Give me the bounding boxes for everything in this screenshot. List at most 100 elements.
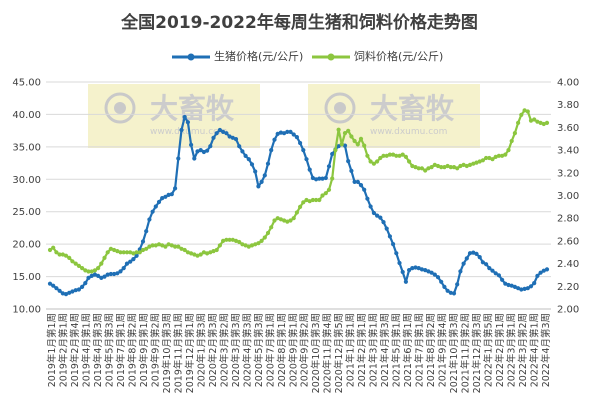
data-point — [519, 112, 524, 117]
x-tick-label: 2019年2月第1周 — [58, 313, 70, 387]
x-tick-label: 2022年2月第1周 — [494, 313, 506, 387]
data-point — [416, 266, 421, 271]
data-point — [490, 268, 495, 273]
data-point — [243, 153, 248, 158]
data-point — [54, 250, 59, 255]
data-point — [253, 169, 258, 174]
x-tick-label: 2020年9月第1周 — [287, 313, 299, 387]
data-point — [474, 160, 479, 165]
y-right-tick-label: 3.40 — [557, 146, 579, 157]
data-point — [358, 183, 364, 188]
data-point — [349, 134, 354, 139]
y-right-tick-label: 2.40 — [557, 259, 579, 270]
data-point — [326, 187, 332, 192]
data-point — [262, 173, 267, 178]
data-point — [423, 268, 428, 273]
legend-swatch-icon — [172, 53, 210, 61]
x-tick-label: 2022年3月第2周 — [517, 313, 529, 387]
x-tick-label: 2022年4月第1周 — [528, 313, 540, 387]
data-point — [509, 138, 514, 144]
data-point — [538, 120, 543, 125]
data-point — [102, 255, 107, 260]
data-point — [105, 250, 110, 255]
data-point — [410, 266, 415, 271]
data-point — [480, 260, 485, 265]
data-point — [112, 247, 117, 253]
data-point — [63, 292, 69, 297]
data-point — [182, 247, 187, 253]
data-point — [355, 142, 360, 147]
data-point — [272, 137, 277, 142]
series-hog-price — [47, 114, 550, 297]
data-point — [205, 148, 210, 153]
data-point — [227, 237, 232, 242]
data-point — [310, 197, 315, 203]
data-point — [179, 127, 184, 133]
data-point — [169, 243, 174, 248]
data-point — [525, 286, 530, 291]
data-point — [298, 140, 303, 146]
data-point — [169, 192, 174, 197]
data-point — [442, 284, 447, 289]
data-point — [240, 149, 245, 154]
y-left-tick-label: 20.00 — [12, 240, 41, 251]
data-point — [487, 155, 492, 161]
data-point — [233, 137, 239, 142]
x-tick-label: 2019年9月第1周 — [138, 313, 150, 387]
data-point — [336, 127, 341, 132]
data-point — [503, 281, 508, 286]
data-point — [192, 252, 197, 257]
data-point — [375, 159, 380, 164]
data-point — [400, 269, 405, 275]
data-point — [538, 270, 543, 275]
data-point — [76, 287, 81, 292]
data-point — [358, 136, 364, 141]
data-point — [403, 154, 408, 159]
data-point — [253, 242, 258, 247]
data-point — [451, 165, 457, 170]
data-point — [63, 253, 69, 258]
watermark-logo: 大畜牧 www.dxumu.com — [308, 84, 480, 148]
x-tick-label: 2020年8月第1周 — [276, 313, 288, 387]
data-point — [403, 279, 408, 284]
x-tick-label: 2022年3月第1周 — [505, 313, 517, 387]
data-point — [70, 259, 75, 264]
data-point — [153, 204, 158, 209]
data-point — [397, 153, 402, 158]
data-point — [176, 244, 181, 249]
data-point — [458, 269, 463, 274]
data-point — [512, 131, 518, 136]
data-point — [451, 291, 457, 296]
data-point — [144, 229, 149, 234]
x-tick-label: 2020年3月第2周 — [218, 313, 230, 387]
data-point — [96, 266, 101, 271]
data-point — [249, 162, 255, 167]
data-point — [336, 144, 341, 149]
data-point — [477, 159, 482, 164]
data-point — [195, 253, 200, 258]
data-point — [298, 204, 303, 209]
data-point — [407, 268, 412, 273]
data-point — [156, 242, 162, 247]
svg-text:www.dxumu.com: www.dxumu.com — [370, 127, 447, 137]
data-point — [269, 148, 274, 153]
data-point — [506, 282, 511, 288]
chart-title: 全国2019-2022年每周生猪和饲料价格走势图 — [121, 13, 478, 33]
data-point — [262, 235, 267, 240]
x-tick-label: 2020年9月第2周 — [299, 313, 311, 387]
data-point — [371, 161, 376, 166]
data-point — [278, 130, 283, 135]
data-point — [320, 193, 325, 198]
data-point — [179, 246, 184, 251]
data-point — [128, 259, 133, 264]
data-point — [544, 267, 550, 272]
x-tick-label: 2021年8月第2周 — [425, 313, 437, 387]
data-point — [233, 238, 239, 243]
data-point — [124, 261, 130, 266]
data-point — [80, 266, 85, 271]
data-point — [243, 243, 248, 248]
data-point — [54, 286, 59, 291]
x-tick-label: 2019年4月第1周 — [81, 313, 93, 387]
data-point — [256, 184, 261, 189]
data-point — [288, 218, 293, 223]
